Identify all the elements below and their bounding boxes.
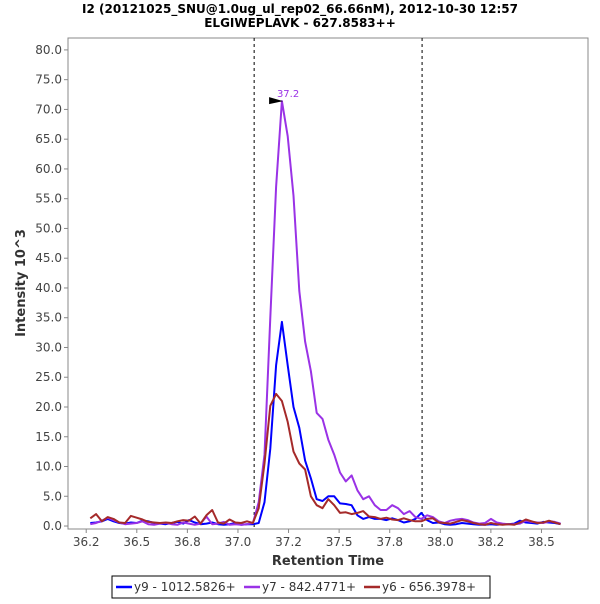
y-tick-label: 5.0: [43, 489, 62, 503]
legend-entry: y6 - 656.3978+: [382, 580, 476, 594]
x-tick-label: 37.2: [275, 535, 302, 549]
x-tick-label: 37.0: [225, 535, 252, 549]
y-axis-label: Intensity 10^3: [14, 229, 29, 337]
y-tick-label: 50.0: [35, 221, 62, 235]
y-tick-label: 70.0: [35, 102, 62, 116]
chart-title: I2 (20121025_SNU@1.0ug_ul_rep02_66.66nM)…: [82, 2, 518, 17]
legend: y9 - 1012.5826+ y7 - 842.4771+ y6 - 656.39…: [111, 575, 491, 599]
y-tick-label: 55.0: [35, 192, 62, 206]
peak-arrow-icon: [269, 97, 284, 105]
x-tick-label: 36.2: [73, 535, 100, 549]
y-tick-label: 30.0: [35, 340, 62, 354]
y-tick-label: 60.0: [35, 162, 62, 176]
y-tick-label: 35.0: [35, 311, 62, 325]
chart-subtitle: ELGIWEPLAVK - 627.8583++: [204, 16, 396, 30]
legend-entry: y7 - 842.4771+: [262, 580, 356, 594]
x-tick-label: 37.8: [376, 535, 403, 549]
y-tick-label: 65.0: [35, 132, 62, 146]
x-axis-label: Retention Time: [272, 554, 384, 569]
y-tick-label: 15.0: [35, 430, 62, 444]
plot-area[interactable]: [67, 37, 589, 530]
y-tick-label: 0.0: [43, 519, 62, 533]
peak-label: 37.2: [277, 89, 299, 100]
y-tick-label: 40.0: [35, 281, 62, 295]
y-tick-label: 10.0: [35, 460, 62, 474]
x-tick-label: 36.5: [123, 535, 150, 549]
x-tick-label: 38.0: [427, 535, 454, 549]
series-line-y6: [89, 392, 561, 526]
y-tick-label: 75.0: [35, 73, 62, 87]
y-tick-label: 80.0: [35, 43, 62, 57]
x-tick-label: 38.5: [528, 535, 555, 549]
x-tick-label: 36.8: [174, 535, 201, 549]
x-tick-label: 38.2: [478, 535, 505, 549]
y-tick-label: 25.0: [35, 370, 62, 384]
legend-entry: y9 - 1012.5826+: [134, 580, 236, 594]
x-tick-label: 37.5: [326, 535, 353, 549]
y-tick-label: 45.0: [35, 251, 62, 265]
y-tick-label: 20.0: [35, 400, 62, 414]
